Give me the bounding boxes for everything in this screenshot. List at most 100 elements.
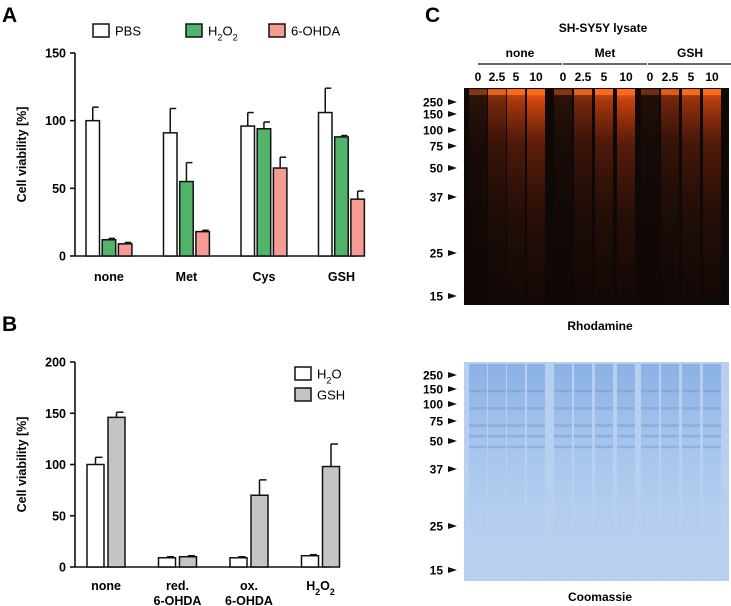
x-tick-label: none <box>91 579 121 593</box>
coomassie-band <box>488 424 506 427</box>
coomassie-band <box>703 445 721 449</box>
gel-title: SH-SY5Y lysate <box>559 21 648 35</box>
rhodamine-lane <box>527 90 545 303</box>
y-tick-label: 0 <box>59 561 66 575</box>
x-tick-label: ox. <box>240 579 258 593</box>
rhodamine-lane <box>703 90 721 303</box>
gel-lane-label: 5 <box>688 70 695 84</box>
legend-label: H2O <box>317 367 342 386</box>
coomassie-band <box>641 445 659 449</box>
rhodamine-lane <box>617 90 635 303</box>
legend-swatch <box>268 23 286 38</box>
coomassie-band <box>554 434 572 438</box>
marker-label: 250 <box>423 369 443 383</box>
coomassie-band <box>574 424 592 427</box>
x-tick-label: Met <box>176 270 198 284</box>
y-tick-label: 150 <box>45 407 66 421</box>
legend-swatch <box>92 23 110 38</box>
y-tick-label: 0 <box>59 250 66 264</box>
bar <box>117 243 133 257</box>
rhodamine-top-band <box>554 89 572 95</box>
rhodamine-top-band <box>703 89 721 95</box>
bar <box>300 554 320 568</box>
coomassie-band <box>703 389 721 393</box>
gel-lane-label: 0 <box>647 70 654 84</box>
coomassie-band <box>661 407 679 410</box>
marker-label: 250 <box>423 96 443 110</box>
rhodamine-top-band <box>641 89 659 95</box>
coomassie-lane <box>682 364 700 579</box>
rhodamine-lane <box>682 90 700 303</box>
gel-lane-label: 5 <box>513 70 520 84</box>
bar <box>86 463 105 568</box>
coomassie-lane <box>661 364 679 579</box>
marker-label: 25 <box>430 247 444 261</box>
bar <box>250 494 269 568</box>
x-tick-label: none <box>94 270 124 284</box>
gel-group-label: Met <box>595 46 616 60</box>
marker-arrow-icon <box>448 567 457 573</box>
coomassie-band <box>488 389 506 393</box>
marker-label: 50 <box>430 162 444 176</box>
marker-arrow-icon <box>448 194 457 200</box>
rhodamine-caption: Rhodamine <box>567 319 633 333</box>
marker-label: 100 <box>423 124 443 138</box>
coomassie-band <box>682 389 700 393</box>
coomassie-band <box>554 389 572 393</box>
legend-label: H2O2 <box>208 24 238 43</box>
coomassie-band <box>554 445 572 449</box>
coomassie-band <box>617 445 635 449</box>
coomassie-band <box>703 424 721 427</box>
coomassie-band <box>641 407 659 410</box>
panel-letter-b: B <box>2 313 17 336</box>
rhodamine-top-band <box>488 89 506 95</box>
coomassie-band <box>574 434 592 438</box>
coomassie-band <box>527 434 545 438</box>
coomassie-band <box>527 424 545 427</box>
coomassie-lane <box>703 364 721 579</box>
gel-lane-label: 2.5 <box>662 70 679 84</box>
coomassie-caption: Coomassie <box>568 590 632 604</box>
coomassie-band <box>682 445 700 449</box>
x-tick-label: red. <box>166 579 189 593</box>
coomassie-band <box>617 389 635 393</box>
coomassie-band <box>507 407 525 410</box>
bar <box>272 167 288 257</box>
gel-lane-label: 5 <box>601 70 608 84</box>
coomassie-band <box>469 389 487 393</box>
gel-lane-label: 0 <box>475 70 482 84</box>
rhodamine-lanes <box>469 89 721 303</box>
rhodamine-lane <box>469 90 487 303</box>
gel-lane-label: 10 <box>705 70 719 84</box>
coomassie-band <box>554 424 572 427</box>
y-axis-label: Cell viability [%] <box>15 417 29 513</box>
coomassie-lane <box>488 364 506 579</box>
rhodamine-lane <box>488 90 506 303</box>
coomassie-band <box>703 434 721 438</box>
bar <box>350 198 366 257</box>
legend-label: GSH <box>317 388 345 403</box>
marker-arrow-icon <box>448 293 457 299</box>
bar <box>256 128 272 257</box>
x-tick-label: Cys <box>252 270 275 284</box>
coomassie-band <box>661 445 679 449</box>
gel-lane-label: 2.5 <box>575 70 592 84</box>
coomassie-band <box>595 389 613 393</box>
panel-letter-a: A <box>2 4 17 27</box>
marker-label: 25 <box>430 520 444 534</box>
rhodamine-lane <box>507 90 525 303</box>
marker-label: 15 <box>430 564 444 578</box>
coomassie-band <box>488 445 506 449</box>
coomassie-lane <box>469 364 487 579</box>
gel-group-label: GSH <box>677 46 703 60</box>
coomassie-band <box>617 424 635 427</box>
coomassie-lanes <box>469 364 721 579</box>
marker-arrow-icon <box>448 143 457 149</box>
rhodamine-lane <box>641 90 659 303</box>
bar <box>229 557 248 568</box>
bar <box>178 180 194 257</box>
rhodamine-top-band <box>574 89 592 95</box>
coomassie-band <box>641 424 659 427</box>
bar <box>101 239 117 257</box>
